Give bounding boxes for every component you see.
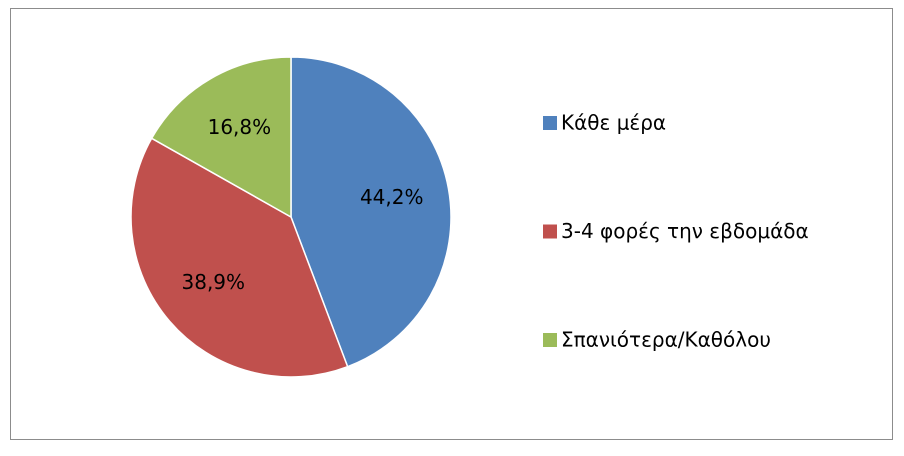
data-label: 38,9% [182, 270, 246, 294]
legend-label: 3-4 φορές την εβδομάδα [561, 219, 809, 243]
pie-slice [130, 137, 349, 378]
legend-swatch [543, 116, 557, 130]
data-label: 16,8% [208, 115, 272, 139]
pie-slice [290, 56, 452, 368]
legend-swatch [543, 224, 557, 239]
pie-slice [150, 56, 292, 219]
legend-label: Κάθε μέρα [561, 111, 666, 135]
legend-swatch [543, 333, 557, 347]
legend-label: Σπανιότερα/Καθόλου [561, 328, 771, 352]
data-label: 44,2% [360, 185, 424, 209]
